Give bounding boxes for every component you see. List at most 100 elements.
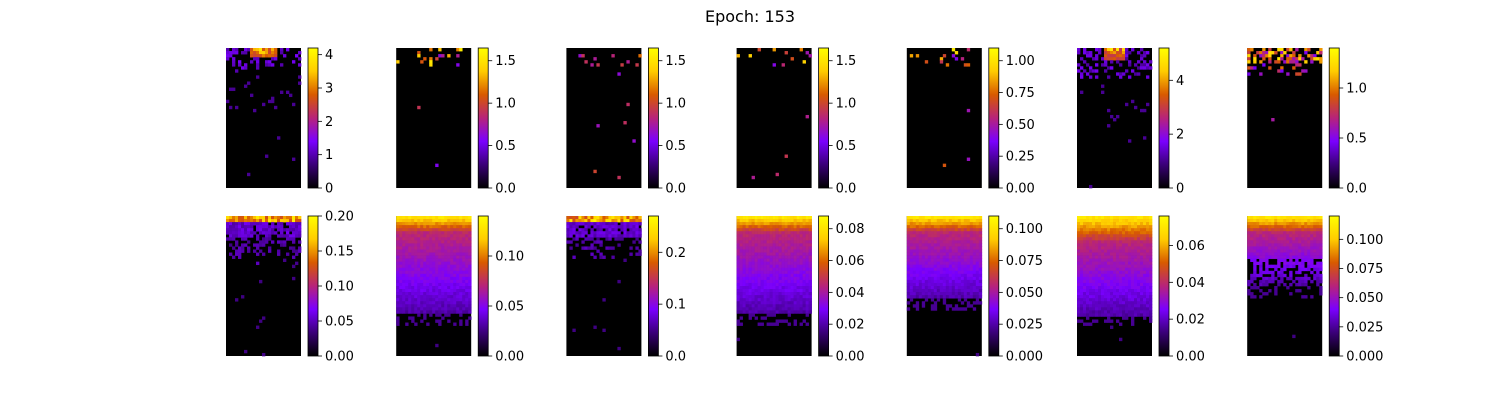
heatmap-cell — [1247, 289, 1251, 293]
heatmap-cell — [1134, 313, 1138, 317]
heatmap-cell — [1122, 72, 1126, 76]
heatmap-cell — [763, 304, 767, 308]
heatmap-cell — [1304, 249, 1308, 253]
heatmap-cell — [408, 292, 412, 296]
heatmap-cell — [975, 289, 980, 293]
heatmap-cell — [972, 289, 977, 293]
heatmap-cell — [1143, 289, 1147, 293]
heatmap-cell — [456, 258, 460, 262]
heatmap-cell — [969, 231, 974, 235]
heatmap-panel-13: 0.000.020.040.06 — [1077, 215, 1205, 365]
heatmap-cell — [1137, 264, 1141, 269]
heatmap-cell — [411, 304, 415, 308]
heatmap-cell — [259, 51, 263, 55]
heatmap-cell — [441, 292, 445, 296]
heatmap-cell — [975, 282, 980, 287]
heatmap-cell — [939, 216, 944, 220]
heatmap-cell — [1116, 276, 1120, 281]
colorbar-tick-label: 0.000 — [1006, 350, 1043, 365]
heatmap-cell — [1283, 222, 1287, 226]
heatmap-cell — [638, 228, 642, 232]
heatmap-cell — [432, 273, 436, 278]
heatmap-cell — [1080, 222, 1084, 226]
heatmap-cell — [566, 222, 570, 226]
heatmap-cell — [751, 246, 755, 250]
heatmap-cell — [742, 219, 746, 223]
heatmap-cell — [1295, 289, 1299, 293]
heatmap-cell — [1119, 292, 1123, 296]
heatmap-cell — [1250, 252, 1254, 256]
heatmap-cell — [963, 282, 968, 287]
heatmap-cell — [951, 289, 956, 293]
heatmap-cell — [1104, 231, 1108, 235]
heatmap-cell — [739, 304, 743, 308]
heatmap-cell — [629, 219, 633, 223]
heatmap-cell — [736, 286, 740, 290]
heatmap-cell — [745, 292, 749, 296]
heatmap-cell — [453, 270, 457, 275]
heatmap-cell — [292, 255, 296, 259]
heatmap-cell — [939, 228, 944, 232]
heatmap-cell — [739, 282, 743, 287]
heatmap-cell — [1304, 252, 1308, 256]
heatmap-cell — [757, 276, 761, 281]
heatmap-cell — [793, 264, 797, 269]
heatmap-cell — [420, 304, 424, 308]
heatmap-cell — [948, 279, 953, 284]
heatmap-cell — [745, 240, 749, 244]
heatmap-cell — [444, 231, 448, 235]
heatmap-cell — [1101, 301, 1105, 305]
heatmap-cell — [438, 225, 442, 229]
heatmap-cell — [444, 279, 448, 284]
heatmap-cell — [972, 292, 977, 296]
heatmap-cell — [772, 219, 776, 223]
heatmap-cell — [1137, 258, 1141, 262]
heatmap-cell — [1301, 69, 1305, 73]
heatmap-cell — [936, 243, 941, 247]
heatmap-cell — [1113, 307, 1117, 311]
heatmap-cell — [1086, 54, 1090, 58]
heatmap-cell — [1125, 102, 1129, 107]
heatmap-cell — [1080, 289, 1084, 293]
heatmap-cell — [754, 249, 758, 253]
heatmap-cell — [784, 307, 788, 311]
heatmap-cell — [465, 310, 469, 314]
heatmap-cell — [1113, 286, 1117, 290]
heatmap-cell — [1140, 286, 1144, 290]
colorbar-tick-label: 0.50 — [1006, 118, 1035, 133]
heatmap-cell — [286, 222, 290, 226]
heatmap-cell — [1298, 243, 1302, 247]
heatmap-cell — [417, 273, 421, 278]
heatmap-cell — [396, 243, 400, 247]
heatmap-cell — [438, 246, 442, 250]
heatmap-cell — [1274, 219, 1278, 223]
heatmap-cell — [1116, 292, 1120, 296]
heatmap-cell — [456, 231, 460, 235]
heatmap-cell — [447, 234, 451, 238]
heatmap-cell — [1247, 249, 1251, 253]
heatmap-cell — [1101, 63, 1105, 67]
heatmap-cell — [775, 249, 779, 253]
heatmap-cell — [966, 249, 971, 253]
heatmap-cell — [1104, 255, 1108, 259]
heatmap-cell — [933, 249, 938, 253]
heatmap-cell — [423, 258, 427, 262]
heatmap-cell — [1137, 72, 1141, 76]
heatmap-cell — [1137, 243, 1141, 247]
heatmap-cell — [748, 237, 752, 241]
heatmap-cell — [1089, 234, 1093, 238]
heatmap-cell — [748, 225, 752, 229]
heatmap-cell — [1265, 243, 1269, 247]
heatmap-cell — [253, 48, 257, 52]
heatmap-cell — [927, 282, 932, 287]
heatmap-cell — [626, 102, 630, 107]
heatmap-cell — [1289, 228, 1293, 232]
heatmap-cell — [1101, 313, 1105, 317]
heatmap-cell — [1301, 231, 1305, 235]
heatmap-cell — [945, 63, 950, 67]
heatmap-cell — [438, 261, 442, 266]
heatmap-cell — [793, 240, 797, 244]
colorbar — [1158, 215, 1170, 357]
heatmap-cell — [292, 222, 296, 226]
heatmap-cell — [918, 289, 923, 293]
